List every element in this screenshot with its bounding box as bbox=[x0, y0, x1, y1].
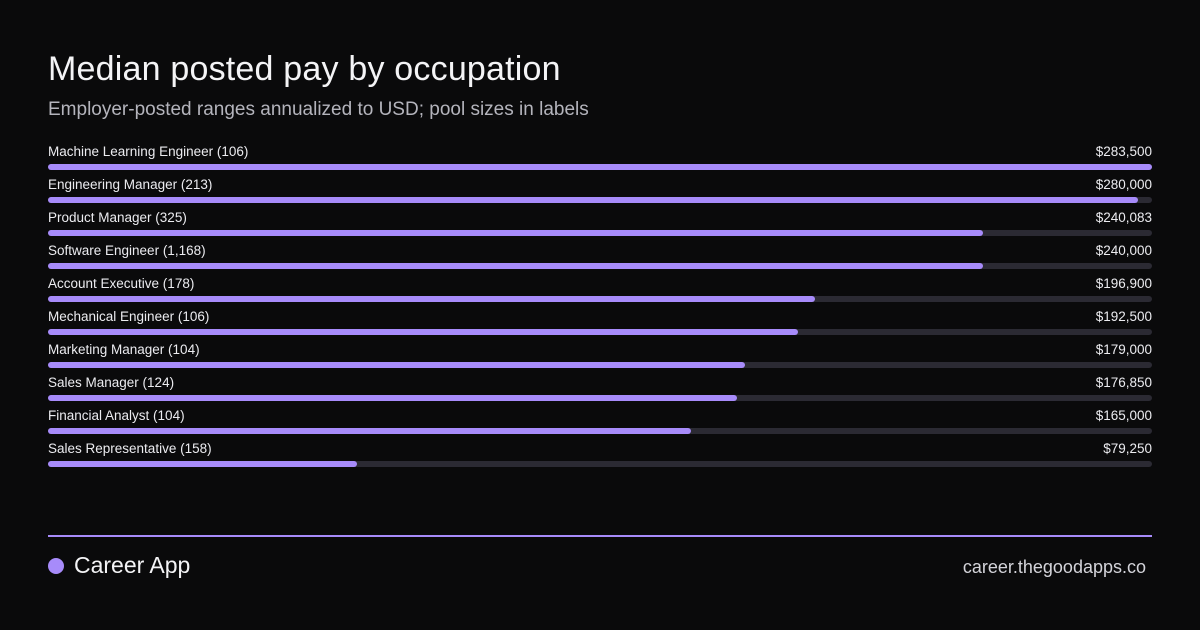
bar-label: Account Executive (178) bbox=[48, 276, 195, 291]
bar-row: Machine Learning Engineer (106) $283,500 bbox=[48, 142, 1152, 175]
bar bbox=[48, 197, 1139, 203]
bar bbox=[48, 164, 1152, 170]
bar bbox=[48, 362, 746, 368]
bar-chart: Machine Learning Engineer (106) $283,500 E… bbox=[48, 142, 1152, 472]
bar-value-label: $179,000 bbox=[1095, 342, 1152, 357]
bar-row: Marketing Manager (104) $179,000 bbox=[48, 340, 1152, 373]
bar-label: Software Engineer (1,168) bbox=[48, 243, 206, 258]
bar-track bbox=[48, 428, 1152, 434]
bar-value-label: $196,900 bbox=[1095, 276, 1152, 291]
bar-track bbox=[48, 296, 1152, 302]
bar-track bbox=[48, 329, 1152, 335]
bar-value-label: $240,083 bbox=[1095, 210, 1152, 225]
bar-row: Mechanical Engineer (106) $192,500 bbox=[48, 307, 1152, 340]
bar bbox=[48, 461, 357, 467]
bar bbox=[48, 329, 798, 335]
bar bbox=[48, 230, 983, 236]
bar bbox=[48, 296, 815, 302]
bar-track bbox=[48, 395, 1152, 401]
bar-row: Software Engineer (1,168) $240,000 bbox=[48, 241, 1152, 274]
bar-value-label: $79,250 bbox=[1103, 441, 1152, 456]
brand: Career App bbox=[48, 552, 190, 579]
bar-row: Sales Manager (124) $176,850 bbox=[48, 373, 1152, 406]
bar-value-label: $280,000 bbox=[1095, 177, 1152, 192]
brand-dot-icon bbox=[48, 557, 64, 574]
bar-track bbox=[48, 230, 1152, 236]
brand-name: Career App bbox=[74, 552, 191, 578]
bar-row: Account Executive (178) $196,900 bbox=[48, 274, 1152, 307]
bar-row: Engineering Manager (213) $280,000 bbox=[48, 175, 1152, 208]
bar-label: Financial Analyst (104) bbox=[48, 408, 185, 423]
bar-label: Sales Manager (124) bbox=[48, 375, 175, 390]
bar-label: Engineering Manager (213) bbox=[48, 177, 213, 192]
bar-row: Product Manager (325) $240,083 bbox=[48, 208, 1152, 241]
bar-label: Product Manager (325) bbox=[48, 210, 187, 225]
bar-label: Marketing Manager (104) bbox=[48, 342, 200, 357]
chart-subtitle: Employer-posted ranges annualized to USD… bbox=[48, 99, 589, 120]
bar-label: Machine Learning Engineer (106) bbox=[48, 144, 249, 159]
bar-track bbox=[48, 263, 1152, 269]
footer-divider bbox=[48, 535, 1152, 537]
bar-label: Mechanical Engineer (106) bbox=[48, 309, 210, 324]
bar-value-label: $165,000 bbox=[1095, 408, 1152, 423]
chart-title: Median posted pay by occupation bbox=[48, 50, 561, 88]
bar-value-label: $192,500 bbox=[1095, 309, 1152, 324]
bar-value-label: $283,500 bbox=[1095, 144, 1152, 159]
site-url: career.thegoodapps.co bbox=[962, 557, 1146, 577]
bar-track bbox=[48, 197, 1152, 203]
bar-value-label: $240,000 bbox=[1095, 243, 1152, 258]
bar bbox=[48, 395, 737, 401]
bar-row: Financial Analyst (104) $165,000 bbox=[48, 406, 1152, 439]
bar-track bbox=[48, 461, 1152, 467]
bar-row: Sales Representative (158) $79,250 bbox=[48, 439, 1152, 472]
bar-track bbox=[48, 164, 1152, 170]
bar-value-label: $176,850 bbox=[1095, 375, 1152, 390]
bar bbox=[48, 263, 983, 269]
bar bbox=[48, 428, 691, 434]
bar-track bbox=[48, 362, 1152, 368]
bar-label: Sales Representative (158) bbox=[48, 441, 212, 456]
